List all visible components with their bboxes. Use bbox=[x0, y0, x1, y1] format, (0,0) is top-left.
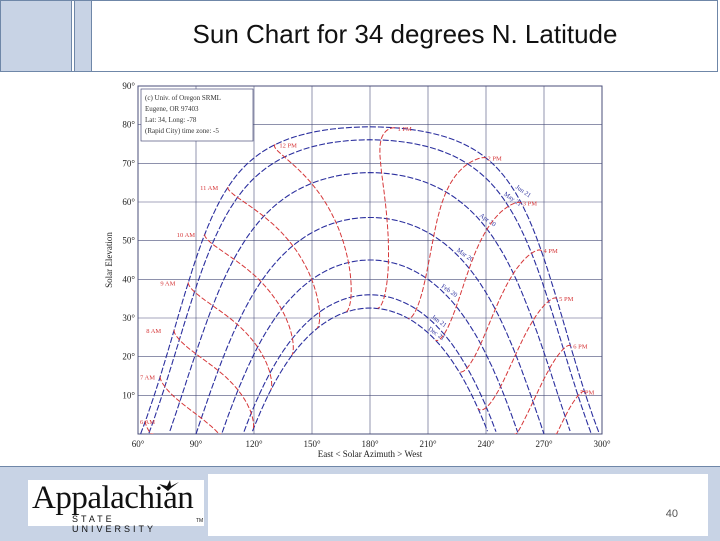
title-bar: Sun Chart for 34 degrees N. Latitude bbox=[0, 0, 718, 72]
logo-trademark: TM bbox=[196, 518, 204, 524]
hour-label: 7 PM bbox=[580, 389, 594, 396]
date-curve bbox=[140, 126, 600, 434]
legend-line: (c) Univ. of Oregon SRML bbox=[145, 94, 221, 102]
hour-label: 6 PM bbox=[573, 343, 587, 350]
hour-curve bbox=[377, 127, 395, 309]
hour-curve bbox=[555, 390, 586, 434]
y-tick-label: 90° bbox=[122, 81, 135, 91]
y-tick-label: 20° bbox=[122, 352, 135, 362]
x-axis-title: East < Solar Azimuth > West bbox=[318, 449, 423, 459]
hour-curve bbox=[144, 420, 154, 434]
y-tick-label: 50° bbox=[122, 236, 135, 246]
hour-curve bbox=[514, 344, 572, 434]
date-curve bbox=[148, 139, 592, 434]
title-accent-block bbox=[1, 1, 72, 71]
hour-label: 1 PM bbox=[398, 126, 412, 133]
hour-curve bbox=[435, 201, 522, 342]
date-curve bbox=[251, 307, 489, 432]
footer-content: 40 bbox=[208, 474, 708, 536]
hour-curve bbox=[173, 329, 255, 430]
hour-curve bbox=[458, 249, 542, 373]
x-tick-label: 270° bbox=[535, 439, 553, 449]
legend-line: (Rapid City) time zone: -5 bbox=[145, 127, 219, 135]
x-tick-label: 90° bbox=[190, 439, 203, 449]
x-tick-label: 150° bbox=[303, 439, 321, 449]
x-tick-label: 240° bbox=[477, 439, 495, 449]
date-curve bbox=[195, 216, 545, 434]
date-curve-label: Apr 20 bbox=[478, 212, 497, 228]
date-curve bbox=[243, 294, 497, 432]
hour-label: 11 AM bbox=[200, 185, 218, 192]
date-curve bbox=[169, 172, 571, 432]
hour-label: 10 AM bbox=[177, 232, 195, 239]
y-tick-label: 10° bbox=[122, 390, 135, 400]
y-axis-title: Solar Elevation bbox=[104, 232, 114, 288]
hour-curve bbox=[408, 157, 487, 319]
sun-chart-svg: 60° 90° 120° 150° 180° 210° 240° 270° 300° 10° 20°… bbox=[104, 81, 611, 459]
sun-chart: 60° 90° 120° 150° 180° 210° 240° 270° 300° 10° 20°… bbox=[100, 78, 620, 460]
hour-label: 3 PM bbox=[523, 200, 537, 207]
legend-line: Eugene, OR 97403 bbox=[145, 105, 199, 113]
y-tick-label: 70° bbox=[122, 158, 135, 168]
hour-label: 12 PM bbox=[279, 142, 297, 149]
y-tick-label: 30° bbox=[122, 313, 135, 323]
hour-curve bbox=[187, 282, 273, 390]
y-tick-label: 40° bbox=[122, 274, 135, 284]
x-tick-label: 300° bbox=[593, 439, 611, 449]
legend-line: Lat: 34, Long: -78 bbox=[145, 116, 197, 124]
title-accent-stripe bbox=[74, 1, 92, 71]
hour-curve bbox=[227, 186, 321, 329]
legend-box bbox=[140, 88, 254, 142]
hour-label: 2 PM bbox=[488, 156, 502, 163]
x-tick-label: 180° bbox=[361, 439, 379, 449]
y-tick-label: 60° bbox=[122, 197, 135, 207]
hour-label: 8 AM bbox=[146, 328, 161, 335]
y-tick-label: 80° bbox=[122, 120, 135, 130]
x-tick-label: 210° bbox=[419, 439, 437, 449]
hour-label: 7 AM bbox=[140, 374, 155, 381]
logo-subtitle: STATE UNIVERSITY bbox=[72, 514, 157, 534]
hour-curve bbox=[159, 376, 222, 434]
bird-icon bbox=[159, 480, 179, 491]
page-number: 40 bbox=[665, 508, 678, 520]
hour-label: 6 AM bbox=[140, 419, 155, 426]
hour-curve bbox=[477, 297, 558, 411]
date-curve bbox=[221, 259, 519, 433]
x-tick-label: 120° bbox=[245, 439, 263, 449]
x-tick-label: 60° bbox=[132, 439, 145, 449]
hour-label: 5 PM bbox=[559, 296, 573, 303]
university-logo: Appalachian STATE UNIVERSITY TM bbox=[28, 480, 204, 534]
hour-curve bbox=[273, 144, 352, 313]
hour-label: 4 PM bbox=[543, 248, 557, 255]
slide-title: Sun Chart for 34 degrees N. Latitude bbox=[192, 19, 618, 49]
hour-curve bbox=[204, 234, 294, 356]
hour-label: 9 AM bbox=[160, 280, 175, 287]
